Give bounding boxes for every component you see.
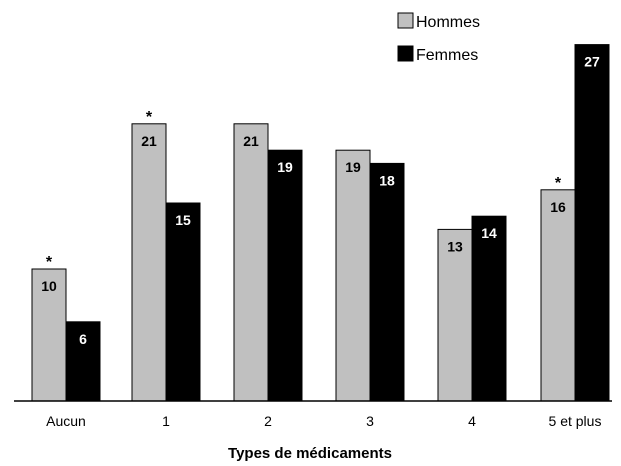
bar-femmes-1 — [165, 202, 201, 402]
value-label-hommes-1: 21 — [141, 133, 157, 149]
x-axis-title: Types de médicaments — [228, 445, 392, 462]
bar-hommes-3 — [335, 149, 371, 402]
value-label-hommes-2: 21 — [243, 133, 259, 149]
value-label-femmes-3: 18 — [379, 172, 395, 188]
value-label-femmes-5-et-plus: 27 — [584, 54, 600, 70]
bar-femmes-5-et-plus — [574, 44, 610, 402]
legend-label-femmes: Femmes — [416, 47, 478, 64]
value-labels-layer: 10 6 21 15 21 19 19 18 13 14 16 27 — [41, 54, 600, 347]
value-label-hommes-aucun: 10 — [41, 278, 57, 294]
bar-femmes-2 — [267, 149, 303, 402]
x-tick-label-4: 4 — [468, 413, 476, 429]
x-tick-label-5-et-plus: 5 et plus — [549, 413, 602, 429]
x-tick-label-1: 1 — [162, 413, 170, 429]
bar-hommes-5-et-plus — [540, 189, 576, 402]
legend-label-hommes: Hommes — [416, 14, 480, 31]
significance-marker-hommes-5-et-plus: * — [555, 175, 562, 192]
bars-layer — [31, 44, 610, 402]
value-label-hommes-3: 19 — [345, 159, 361, 175]
value-label-femmes-2: 19 — [277, 159, 293, 175]
bar-hommes-1 — [131, 123, 167, 402]
significance-markers-layer: * * * — [46, 109, 562, 271]
significance-marker-hommes-aucun: * — [46, 254, 53, 271]
value-label-femmes-aucun: 6 — [79, 331, 87, 347]
legend-swatch-femmes — [397, 45, 414, 62]
bar-femmes-4 — [471, 215, 507, 402]
value-label-hommes-5-et-plus: 16 — [550, 199, 566, 215]
legend: Hommes Femmes — [397, 12, 480, 64]
bar-femmes-3 — [369, 162, 405, 402]
x-tick-label-aucun: Aucun — [46, 413, 86, 429]
value-label-hommes-4: 13 — [447, 238, 463, 254]
x-tick-label-3: 3 — [366, 413, 374, 429]
x-tick-labels: Aucun 1 2 3 4 5 et plus — [46, 413, 601, 429]
legend-swatch-hommes — [397, 12, 414, 29]
bar-femmes-aucun — [65, 321, 101, 402]
significance-marker-hommes-1: * — [146, 109, 153, 126]
bar-hommes-4 — [437, 228, 473, 402]
x-tick-label-2: 2 — [264, 413, 272, 429]
bar-hommes-aucun — [31, 268, 67, 402]
value-label-femmes-1: 15 — [175, 212, 191, 228]
value-label-femmes-4: 14 — [481, 225, 497, 241]
bar-hommes-2 — [233, 123, 269, 402]
